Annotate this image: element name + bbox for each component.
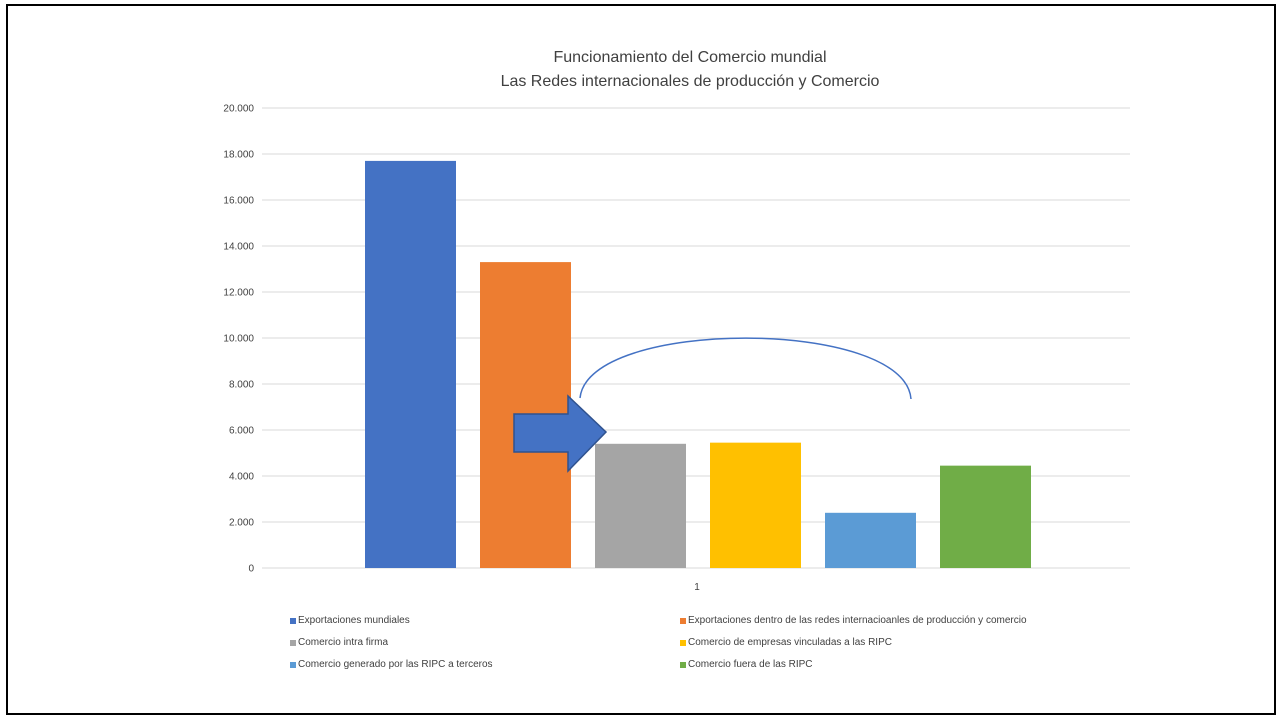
legend-swatch — [680, 618, 686, 624]
y-tick-label: 0 — [248, 564, 254, 575]
right-arrow-shape — [513, 394, 608, 473]
y-tick-label: 2.000 — [229, 518, 254, 529]
annotations — [513, 337, 912, 473]
legend-swatch — [290, 640, 296, 646]
y-tick-label: 10.000 — [223, 334, 254, 345]
slide-frame — [6, 4, 1276, 715]
legend-item: Comercio generado por las RIPC a tercero… — [290, 658, 493, 672]
bar-series-1 — [365, 160, 456, 568]
bars — [365, 160, 1031, 568]
y-tick-label: 8.000 — [229, 380, 254, 391]
legend-label: Comercio generado por las RIPC a tercero… — [298, 659, 493, 670]
y-tick-label: 12.000 — [223, 288, 254, 299]
legend-item: Comercio fuera de las RIPC — [680, 658, 813, 672]
legend-item: Exportaciones mundiales — [290, 614, 410, 628]
x-category-label: 1 — [694, 582, 700, 593]
legend-label: Comercio intra firma — [298, 637, 389, 648]
bar-series-3 — [595, 443, 686, 568]
legend-item: Comercio de empresas vinculadas a las RI… — [680, 636, 892, 650]
legend-label: Comercio de empresas vinculadas a las RI… — [688, 637, 892, 648]
legend-swatch — [680, 662, 686, 668]
chart-title-line-2: Las Redes internacionales de producción … — [500, 73, 880, 90]
bracket-arc — [579, 337, 912, 400]
legend-swatch — [290, 662, 296, 668]
y-tick-label: 18.000 — [223, 150, 254, 161]
legend-label: Exportaciones mundiales — [298, 615, 410, 626]
legend-swatch — [680, 640, 686, 646]
legend-label: Exportaciones dentro de las redes intern… — [688, 615, 1027, 626]
y-tick-label: 4.000 — [229, 472, 254, 483]
bar-series-5 — [825, 512, 916, 568]
legend-item: Exportaciones dentro de las redes intern… — [680, 614, 1027, 628]
y-axis-labels: 0 2.000 4.000 6.000 8.000 10.000 12.000 14.000 1… — [223, 104, 254, 575]
legend-swatch — [290, 618, 296, 624]
bar-series-4 — [710, 442, 801, 568]
bar-series-6 — [940, 465, 1031, 568]
y-tick-label: 16.000 — [223, 196, 254, 207]
y-tick-label: 20.000 — [223, 104, 254, 115]
y-tick-label: 14.000 — [223, 242, 254, 253]
chart-title-line-1: Funcionamiento del Comercio mundial — [553, 49, 827, 66]
legend-label: Comercio fuera de las RIPC — [688, 659, 813, 670]
legend-item: Comercio intra firma — [290, 636, 388, 650]
y-tick-label: 6.000 — [229, 426, 254, 437]
